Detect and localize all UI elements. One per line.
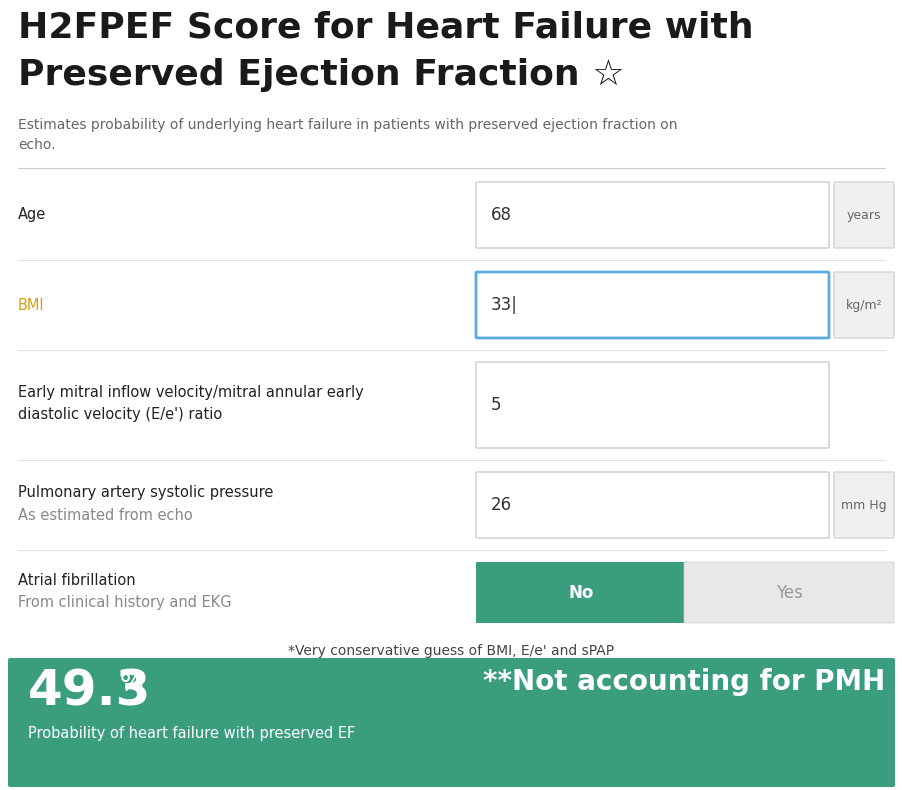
Text: kg/m²: kg/m² bbox=[845, 299, 881, 311]
Text: Preserved Ejection Fraction ☆: Preserved Ejection Fraction ☆ bbox=[18, 58, 624, 92]
Text: years: years bbox=[846, 209, 880, 221]
Text: BMI: BMI bbox=[18, 298, 44, 313]
Text: No: No bbox=[567, 584, 593, 601]
Text: **Not accounting for PMH: **Not accounting for PMH bbox=[483, 668, 884, 696]
FancyBboxPatch shape bbox=[833, 182, 893, 248]
Text: %: % bbox=[120, 672, 143, 696]
Text: Probability of heart failure with preserved EF: Probability of heart failure with preser… bbox=[28, 726, 354, 741]
FancyBboxPatch shape bbox=[833, 272, 893, 338]
Text: From clinical history and EKG: From clinical history and EKG bbox=[18, 595, 232, 610]
Text: 68: 68 bbox=[491, 206, 511, 224]
Text: Atrial fibrillation: Atrial fibrillation bbox=[18, 573, 135, 588]
Text: H2FPEF Score for Heart Failure with: H2FPEF Score for Heart Failure with bbox=[18, 10, 753, 44]
Text: *Very conservative guess of BMI, E/e' and sPAP: *Very conservative guess of BMI, E/e' an… bbox=[288, 644, 614, 658]
Text: 49.3: 49.3 bbox=[28, 667, 152, 715]
Text: Estimates probability of underlying heart failure in patients with preserved eje: Estimates probability of underlying hear… bbox=[18, 118, 676, 132]
Text: diastolic velocity (E/e') ratio: diastolic velocity (E/e') ratio bbox=[18, 408, 222, 423]
Text: mm Hg: mm Hg bbox=[841, 498, 886, 511]
FancyBboxPatch shape bbox=[8, 658, 894, 787]
FancyBboxPatch shape bbox=[475, 272, 828, 338]
FancyBboxPatch shape bbox=[683, 562, 893, 623]
Text: 5: 5 bbox=[491, 396, 501, 414]
Text: Early mitral inflow velocity/mitral annular early: Early mitral inflow velocity/mitral annu… bbox=[18, 386, 364, 401]
Text: Yes: Yes bbox=[775, 584, 802, 601]
Text: Age: Age bbox=[18, 208, 46, 223]
FancyBboxPatch shape bbox=[475, 472, 828, 538]
Text: 26: 26 bbox=[491, 496, 511, 514]
Text: Pulmonary artery systolic pressure: Pulmonary artery systolic pressure bbox=[18, 486, 273, 501]
Text: As estimated from echo: As estimated from echo bbox=[18, 507, 192, 522]
FancyBboxPatch shape bbox=[833, 472, 893, 538]
FancyBboxPatch shape bbox=[475, 362, 828, 448]
FancyBboxPatch shape bbox=[475, 182, 828, 248]
FancyBboxPatch shape bbox=[475, 562, 686, 623]
Text: 33|: 33| bbox=[491, 296, 518, 314]
Text: echo.: echo. bbox=[18, 138, 55, 152]
